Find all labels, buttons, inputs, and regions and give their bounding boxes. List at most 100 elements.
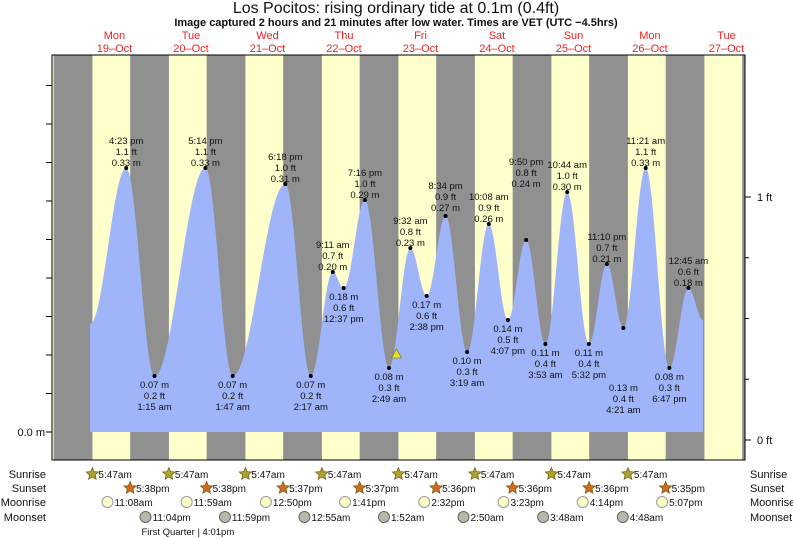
ephemeris-rows: Sunrise Sunrise Sunset Sunset Moonrise Moonri… xyxy=(1,466,793,538)
tide-extreme-marks: 4:23 pm1.1 ft0.33 m0.07 m0.2 ft1:15 am5:… xyxy=(109,136,708,416)
sunset-icon xyxy=(199,480,214,495)
extreme-dot xyxy=(486,222,491,226)
date-label: 19–Oct xyxy=(97,43,132,55)
extreme-label-time: 3:19 am xyxy=(450,378,484,389)
extreme-label-ft: 0.3 ft xyxy=(659,383,680,394)
extreme-label-ft: 1.1 ft xyxy=(195,147,216,158)
moonrise-row-label-left: Moonrise xyxy=(1,497,46,509)
extreme-label-time: 6:47 pm xyxy=(652,394,686,405)
day-name-label: Tue xyxy=(182,30,201,42)
extreme-dot xyxy=(230,374,235,378)
day-name-label: Sat xyxy=(489,30,506,42)
extreme-label-m: 0.33 m xyxy=(631,158,660,169)
extreme-label: 0.13 m0.4 ft4:21 am xyxy=(606,383,640,416)
extreme-label-ft: 1.0 ft xyxy=(354,179,375,190)
extreme-label-time: 2:17 am xyxy=(294,402,328,413)
sunrise-icon xyxy=(314,466,329,481)
sunrise-time: 5:47am xyxy=(404,470,437,481)
extreme-label-m: 0.13 m xyxy=(609,383,638,394)
moonset-icon xyxy=(616,511,629,523)
moonset-time: 3:48am xyxy=(550,513,583,524)
extreme-label: 6:18 pm1.0 ft0.31 m xyxy=(268,152,302,185)
moonrise-time: 3:23pm xyxy=(511,498,544,509)
extreme-label-ft: 0.4 ft xyxy=(535,359,556,370)
extreme-label: 11:10 pm0.7 ft0.21 m xyxy=(587,232,626,265)
moonrise-icon xyxy=(339,496,352,508)
moonrise-icon xyxy=(656,496,669,508)
extreme-dot xyxy=(341,286,346,290)
extreme-label: 0.07 m0.2 ft1:47 am xyxy=(216,380,250,413)
extreme-label-time: 12:37 pm xyxy=(324,314,364,325)
extreme-label-ft: 0.2 ft xyxy=(144,391,165,402)
extreme-label-ft: 0.7 ft xyxy=(322,251,343,262)
extreme-label-ft: 1.1 ft xyxy=(635,147,656,158)
extreme-dot xyxy=(203,166,208,170)
extreme-label-time: 12:45 am xyxy=(669,256,709,267)
sunrise-time: 5:47am xyxy=(328,470,361,481)
right-axis-label: 0 ft xyxy=(757,435,772,447)
extreme-label-time: 4:23 pm xyxy=(109,136,143,147)
day-name-label: Thu xyxy=(334,30,353,42)
sunset-time: 5:36pm xyxy=(519,484,552,495)
moonrise-time: 2:32pm xyxy=(431,498,464,509)
extreme-dot xyxy=(621,326,626,330)
extreme-label-ft: 0.4 ft xyxy=(613,394,634,405)
extreme-label: 7:16 pm1.0 ft0.29 m xyxy=(348,168,382,201)
sunrise-icon xyxy=(620,466,635,481)
extreme-label-time: 6:18 pm xyxy=(268,152,302,163)
moonrise-time: 5:07pm xyxy=(669,498,702,509)
extreme-label-m: 0.30 m xyxy=(553,182,582,193)
extreme-dot xyxy=(308,374,313,378)
extreme-dot xyxy=(362,198,367,202)
moonrise-icon xyxy=(180,496,193,508)
extreme-label: 8:34 pm0.9 ft0.27 m xyxy=(428,181,462,214)
moonset-row-label-right: Moonset xyxy=(750,512,792,524)
extreme-label-ft: 0.3 ft xyxy=(378,383,399,394)
sunrise-icon xyxy=(85,466,100,481)
moonset-icon xyxy=(537,511,550,523)
extreme-label-time: 10:44 am xyxy=(547,160,587,171)
extreme-label-m: 0.26 m xyxy=(474,214,503,225)
extreme-label-m: 0.07 m xyxy=(218,380,247,391)
sunset-icon xyxy=(658,480,673,495)
day-name-label: Mon xyxy=(104,30,125,42)
extreme-dot xyxy=(424,294,429,298)
extreme-dot xyxy=(643,166,648,170)
sunset-icon xyxy=(123,480,138,495)
date-label: 24–Oct xyxy=(479,43,514,55)
moonset-row-label-left: Moonset xyxy=(4,512,46,524)
extreme-label-ft: 0.9 ft xyxy=(435,192,456,203)
extreme-label: 0.08 m0.3 ft6:47 pm xyxy=(652,372,686,405)
moonset-icon xyxy=(298,511,311,523)
extreme-label: 5:14 pm1.1 ft0.33 m xyxy=(188,136,222,169)
daylight-band xyxy=(704,55,743,460)
extreme-label-m: 0.18 m xyxy=(329,292,358,303)
extreme-dot xyxy=(667,366,672,370)
extreme-label-time: 2:38 pm xyxy=(409,322,443,333)
extreme-label: 4:23 pm1.1 ft0.33 m xyxy=(109,136,143,169)
extreme-label-m: 0.27 m xyxy=(431,203,460,214)
extreme-label: 11:21 am1.1 ft0.33 m xyxy=(626,136,665,169)
extreme-label-time: 4:07 pm xyxy=(491,346,525,357)
extreme-label-m: 0.31 m xyxy=(271,174,300,185)
sunset-icon xyxy=(582,480,597,495)
extreme-label-m: 0.17 m xyxy=(412,300,441,311)
date-label: 27–Oct xyxy=(709,43,744,55)
extreme-dot xyxy=(152,374,157,378)
right-axis-label: 1 ft xyxy=(757,192,772,204)
extreme-label-time: 11:21 am xyxy=(626,136,665,147)
sunset-row-label-right: Sunset xyxy=(750,483,784,495)
sunrise-icon xyxy=(391,466,406,481)
sunrise-row-label-left: Sunrise xyxy=(9,469,46,481)
day-name-label: Tue xyxy=(717,30,736,42)
extreme-label-time: 1:15 am xyxy=(137,402,171,413)
date-label: 20–Oct xyxy=(173,43,208,55)
extreme-dot xyxy=(283,182,288,186)
extreme-label-ft: 0.3 ft xyxy=(457,367,478,378)
extreme-label-time: 9:32 am xyxy=(393,216,427,227)
extreme-dot xyxy=(543,342,548,346)
date-label: 21–Oct xyxy=(250,43,285,55)
extreme-label: 0.07 m0.2 ft1:15 am xyxy=(137,380,171,413)
